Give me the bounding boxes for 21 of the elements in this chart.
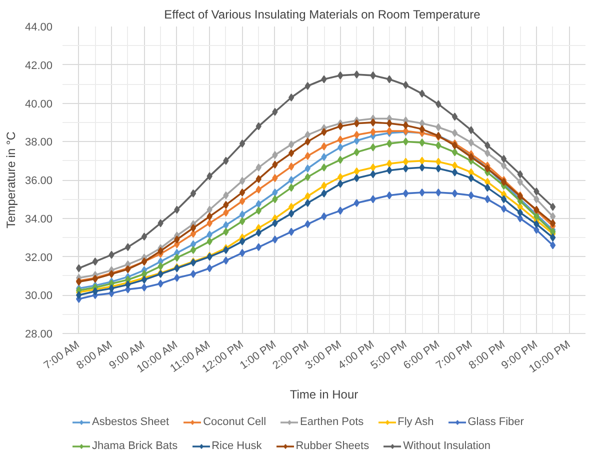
legend-label: Fly Ash — [398, 416, 434, 428]
y-axis-title: Temperature in °C — [4, 131, 18, 228]
legend-label: Glass Fiber — [468, 416, 524, 428]
legend-label: Rubber Sheets — [296, 440, 370, 452]
y-tick-label: 30.00 — [24, 290, 53, 302]
y-tick-label: 40.00 — [24, 98, 53, 110]
legend-label: Without Insulation — [403, 440, 491, 452]
legend-label: Coconut Cell — [203, 416, 266, 428]
legend-label: Asbestos Sheet — [92, 416, 170, 428]
legend-label: Rice Husk — [212, 440, 262, 452]
chart-title: Effect of Various Insulating Materials on Room Temperature — [164, 8, 481, 22]
y-tick-label: 32.00 — [24, 252, 53, 264]
legend-label: Jhama Brick Bats — [92, 440, 178, 452]
y-tick-label: 38.00 — [24, 136, 53, 149]
x-axis-title: Time in Hour — [290, 387, 358, 402]
y-tick-label: 42.00 — [24, 60, 53, 72]
legend-label: Earthen Pots — [300, 416, 364, 428]
y-tick-label: 28.00 — [24, 328, 53, 340]
y-tick-label: 36.00 — [24, 175, 53, 187]
y-tick-label: 44.00 — [24, 22, 53, 34]
y-tick-label: 34.00 — [24, 213, 53, 226]
